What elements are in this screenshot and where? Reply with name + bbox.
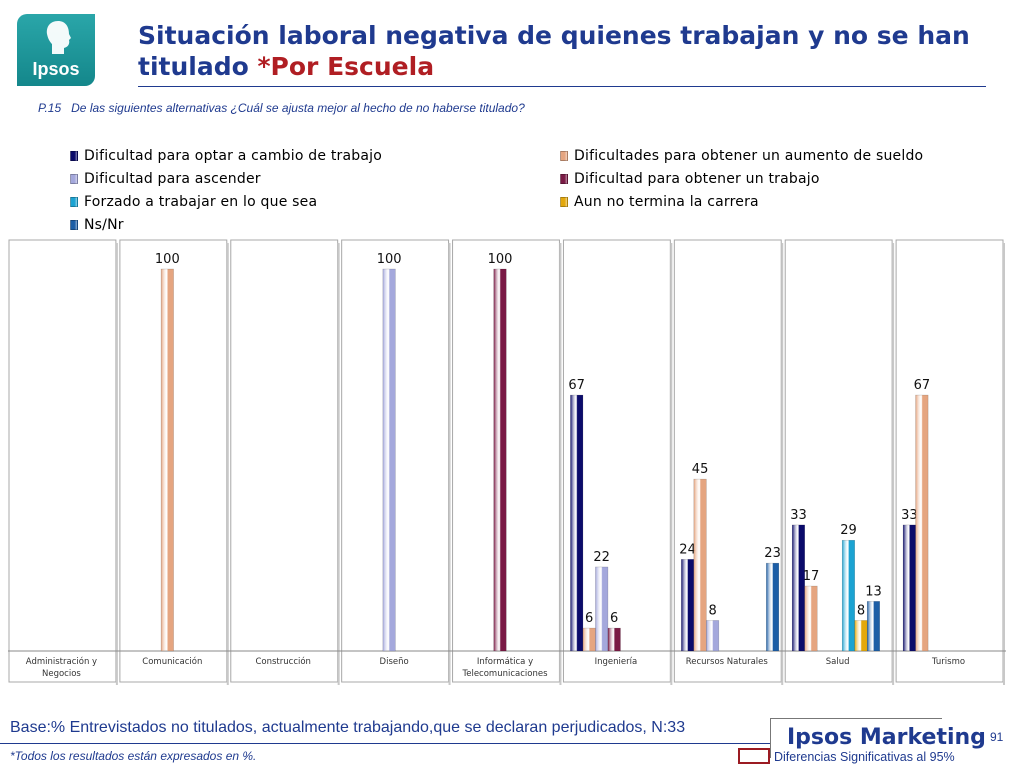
bar [766,562,780,652]
category-label: Administración y [26,656,97,667]
question-number: P.15 [38,101,62,115]
legend-swatch [560,197,568,207]
legend-item: Dificultad para optar a cambio de trabaj… [70,148,382,164]
panel-shadow [559,243,562,685]
bar [902,524,916,652]
category-label: Telecomunicaciones [461,669,548,679]
bar-value-label: 22 [593,550,610,565]
category-label: Comunicación [142,656,202,667]
category-label: Ingeniería [595,657,638,667]
bar [854,620,868,652]
panel-shadow [781,243,784,685]
bar-value-label: 17 [803,569,820,584]
panel-shadow [670,243,673,685]
bar [493,268,507,652]
bar-value-label: 23 [764,546,781,561]
title-divider [138,86,986,87]
legend-swatch [70,220,78,230]
bar-value-label: 100 [488,252,513,267]
bar [570,394,584,652]
legend-label: Dificultad para optar a cambio de trabaj… [84,148,382,164]
ipsos-logo: Ipsos [17,14,95,86]
category-label: Recursos Naturales [686,657,769,667]
bar-value-label: 29 [840,523,857,538]
bar-value-label: 45 [692,462,709,477]
category-label: Informática y [477,657,533,667]
logo-face-icon [46,21,71,54]
legend-label: Dificultades para obtener un aumento de … [574,148,924,164]
bar-value-label: 67 [568,378,585,393]
significance-label: Diferencias Significativas al 95% [774,750,955,764]
question-text: P.15 De las siguientes alternativas ¿Cuál… [38,101,525,115]
legend-swatch [70,174,78,184]
legend-swatch [70,197,78,207]
legend-label: Aun no termina la carrera [574,194,759,210]
panel-shadow [892,243,895,685]
panel-shadow [226,243,229,685]
bar [382,268,396,652]
category-label: Construcción [255,656,310,667]
panel-shadow [1003,243,1005,685]
bar [915,394,929,652]
bar-value-label: 6 [610,611,618,626]
bar-value-label: 100 [155,252,180,267]
title-main: Situación laboral negativa de quienes tr… [138,21,970,81]
bar-value-label: 100 [377,252,402,267]
legend-label: Forzado a trabajar en lo que sea [84,194,318,210]
bar-value-label: 33 [790,508,807,523]
page-number: 91 [990,730,1004,744]
bar-value-label: 24 [679,542,696,557]
legend-swatch [560,174,568,184]
bar-value-label: 8 [708,603,716,618]
bar [160,268,174,652]
legend-item: Ns/Nr [70,217,124,233]
bar-value-label: 13 [865,584,882,599]
category-panel [230,239,339,683]
bar [607,627,621,652]
category-label: Negocios [42,669,81,679]
logo-text: Ipsos [32,59,80,79]
legend-item: Dificultad para obtener un trabajo [560,171,820,187]
legend-item: Aun no termina la carrera [560,194,759,210]
bar-value-label: 33 [901,508,918,523]
legend-swatch [560,151,568,161]
bar [693,478,707,652]
category-panel [8,239,117,683]
legend-label: Dificultad para ascender [84,171,261,187]
panel-shadow [337,243,340,685]
bar [706,620,720,652]
bar [791,524,805,652]
brand-label: Ipsos Marketing [770,718,986,758]
footer-divider [0,743,770,744]
bar [866,601,880,652]
bar [595,566,609,652]
panel-shadow [448,243,451,685]
panel-shadow [115,243,118,685]
bar-value-label: 67 [914,378,931,393]
significance-swatch [738,748,770,764]
legend-label: Ns/Nr [84,217,124,233]
legend-label: Dificultad para obtener un trabajo [574,171,820,187]
category-label: Salud [826,657,850,667]
bar-value-label: 8 [857,603,865,618]
category-label: Diseño [380,657,409,667]
bar [841,539,855,652]
chart-legend: Dificultad para optar a cambio de trabaj… [70,148,1000,238]
base-note: Base:% Entrevistados no titulados, actua… [10,719,686,736]
footnote: *Todos los resultados están expresados e… [10,749,257,763]
category-label: Turismo [931,657,965,667]
legend-item: Dificultades para obtener un aumento de … [560,148,923,164]
bar-chart: Administración y Negocios 100 Comunicación C… [8,239,1006,685]
legend-item: Forzado a trabajar en lo que sea [70,194,317,210]
bar [582,627,596,652]
bar [804,585,818,652]
bar-value-label: 6 [585,611,593,626]
bar [681,559,695,652]
question-body: De las siguientes alternativas ¿Cuál se … [71,101,525,115]
legend-item: Dificultad para ascender [70,171,261,187]
chart-area: Administración y Negocios 100 Comunicación C… [0,232,1024,702]
legend-swatch [70,151,78,161]
page-title: Situación laboral negativa de quienes tr… [138,20,998,82]
title-accent: *Por Escuela [257,52,435,81]
